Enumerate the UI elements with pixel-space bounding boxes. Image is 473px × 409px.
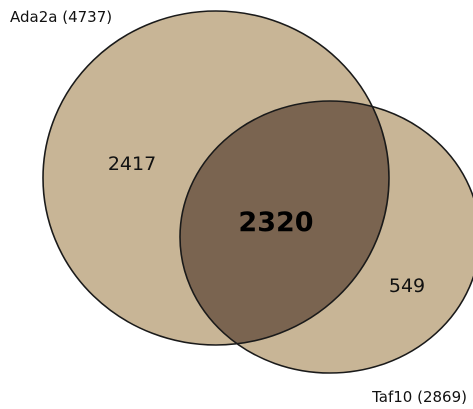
count-ada2a-only: 2417	[108, 153, 156, 175]
overlap-region	[180, 101, 389, 345]
set-label-ada2a: Ada2a (4737)	[10, 8, 112, 26]
count-overlap: 2320	[238, 207, 313, 238]
count-taf10-only: 549	[389, 275, 425, 297]
set-ada2a-outline	[42, 10, 390, 346]
set-taf10-outline	[179, 100, 473, 374]
set-label-taf10: Taf10 (2869)	[371, 388, 467, 406]
